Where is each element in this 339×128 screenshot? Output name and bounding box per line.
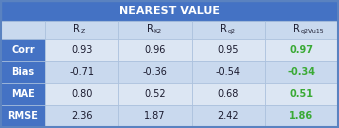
Text: 0.51: 0.51 <box>290 89 313 99</box>
Text: -0.71: -0.71 <box>69 67 94 77</box>
Bar <box>265 83 338 105</box>
Bar <box>118 105 192 127</box>
Bar <box>45 39 118 61</box>
Text: 2.36: 2.36 <box>71 111 92 121</box>
Text: 0.95: 0.95 <box>217 45 239 55</box>
Bar <box>265 105 338 127</box>
Text: K2: K2 <box>154 29 162 34</box>
Text: Z: Z <box>81 29 85 34</box>
Text: 2.42: 2.42 <box>217 111 239 121</box>
Bar <box>192 61 265 83</box>
Text: 1.87: 1.87 <box>144 111 166 121</box>
Bar <box>1 105 45 127</box>
Text: R: R <box>220 24 227 34</box>
Text: q2Vu15: q2Vu15 <box>300 29 324 34</box>
Text: -0.36: -0.36 <box>142 67 167 77</box>
Bar <box>118 61 192 83</box>
Text: NEAREST VALUE: NEAREST VALUE <box>119 6 220 16</box>
Bar <box>265 39 338 61</box>
Text: 0.96: 0.96 <box>144 45 165 55</box>
Text: -0.54: -0.54 <box>216 67 241 77</box>
Bar <box>192 83 265 105</box>
Text: q2: q2 <box>227 29 235 34</box>
Bar <box>45 61 118 83</box>
Bar <box>1 1 338 21</box>
Bar <box>192 105 265 127</box>
Bar <box>118 83 192 105</box>
Text: 0.93: 0.93 <box>71 45 92 55</box>
Text: RMSE: RMSE <box>7 111 38 121</box>
Bar <box>45 83 118 105</box>
Bar <box>265 61 338 83</box>
Text: Bias: Bias <box>12 67 35 77</box>
Text: 0.97: 0.97 <box>290 45 313 55</box>
Text: MAE: MAE <box>11 89 35 99</box>
Bar <box>1 83 45 105</box>
Bar <box>118 21 192 39</box>
Bar <box>192 39 265 61</box>
Bar <box>1 61 45 83</box>
Text: R: R <box>73 24 80 34</box>
Bar <box>265 21 338 39</box>
Bar <box>192 21 265 39</box>
Text: 1.86: 1.86 <box>289 111 314 121</box>
Bar <box>45 105 118 127</box>
Text: -0.34: -0.34 <box>287 67 315 77</box>
Bar <box>1 39 45 61</box>
Text: R: R <box>293 24 300 34</box>
Text: 0.68: 0.68 <box>217 89 239 99</box>
Bar <box>45 21 118 39</box>
Bar <box>1 21 45 39</box>
Text: 0.80: 0.80 <box>71 89 92 99</box>
Text: R: R <box>146 24 153 34</box>
Bar <box>118 39 192 61</box>
Text: Corr: Corr <box>11 45 35 55</box>
Text: 0.52: 0.52 <box>144 89 166 99</box>
